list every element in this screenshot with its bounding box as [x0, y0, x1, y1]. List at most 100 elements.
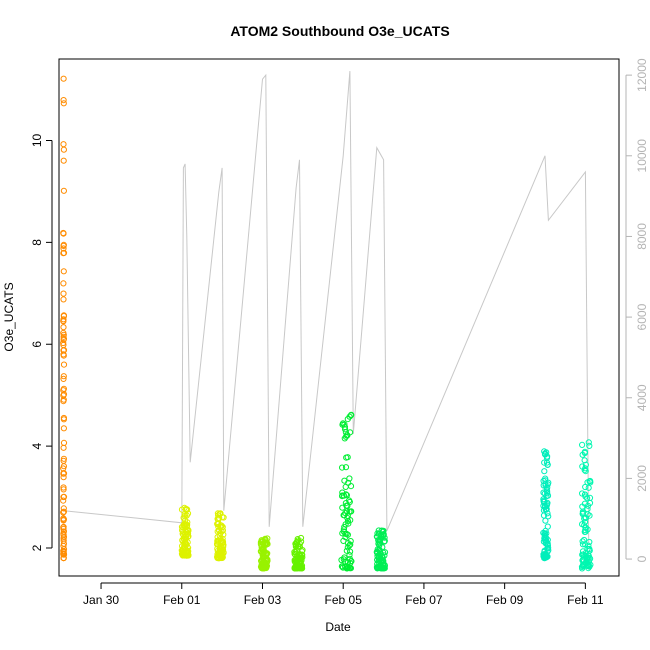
x-tick-label: Feb 05: [325, 593, 363, 607]
data-point: [181, 522, 188, 529]
data-point: [347, 565, 354, 572]
data-point: [60, 329, 67, 337]
data-point: [296, 540, 303, 548]
data-point: [296, 551, 303, 559]
data-point: [346, 552, 353, 559]
data-point: [339, 464, 346, 471]
y-right-tick-label: 6000: [635, 303, 649, 330]
data-point: [339, 530, 346, 537]
data-point: [219, 550, 226, 557]
point-series-2: [178, 504, 192, 559]
data-point: [344, 508, 351, 515]
data-point: [298, 563, 305, 570]
point-series-7: [373, 527, 389, 572]
y-right-tick-label: 10000: [635, 139, 649, 173]
data-point: [60, 100, 67, 107]
axes: Jan 30 Feb 01 Feb 03 Feb 05 Feb 07 Feb 09 Feb …: [30, 58, 649, 607]
data-point: [60, 336, 67, 343]
data-point: [586, 442, 593, 449]
data-point: [346, 555, 353, 563]
data-point: [181, 504, 188, 511]
data-point: [376, 548, 383, 555]
data-point: [581, 491, 589, 498]
data-point: [542, 517, 549, 524]
data-point: [341, 421, 348, 428]
data-point: [296, 543, 303, 550]
data-point: [218, 554, 225, 561]
data-point: [60, 547, 67, 555]
data-point: [347, 483, 355, 490]
x-tick-label: Feb 11: [567, 593, 604, 607]
data-point: [586, 494, 594, 501]
data-point: [60, 268, 67, 275]
data-point: [347, 517, 354, 524]
point-series-6: [338, 411, 355, 572]
data-point: [579, 551, 586, 558]
y-right-tick-label: 0: [635, 555, 649, 562]
data-point: [344, 544, 351, 551]
data-point: [541, 547, 548, 554]
data-point: [541, 451, 549, 458]
data-point: [60, 425, 68, 432]
data-point: [544, 499, 551, 506]
data-point: [541, 530, 548, 537]
data-point: [540, 496, 547, 503]
data-point: [217, 535, 224, 543]
data-point: [181, 511, 188, 518]
data-point: [60, 312, 68, 319]
data-point: [544, 488, 551, 495]
data-point: [544, 510, 551, 517]
data-point: [342, 521, 349, 528]
y-left-tick-label: 6: [30, 341, 44, 348]
data-point: [60, 530, 67, 537]
data-point: [342, 464, 350, 471]
data-point: [339, 492, 346, 499]
data-point: [60, 505, 67, 512]
data-point: [258, 560, 265, 567]
data-point: [60, 508, 68, 515]
data-point: [540, 489, 547, 496]
data-point: [60, 555, 67, 562]
data-point: [60, 361, 68, 368]
data-point: [180, 532, 187, 539]
y-right-tick-label: 2000: [635, 465, 649, 492]
point-series-3: [214, 510, 227, 562]
data-point: [60, 486, 67, 493]
data-point: [343, 502, 350, 509]
data-point: [60, 230, 67, 237]
data-point: [579, 541, 587, 548]
point-series-4: [257, 535, 271, 572]
data-point: [582, 552, 590, 559]
data-point: [340, 528, 347, 535]
data-point: [543, 459, 551, 466]
data-point: [579, 463, 586, 470]
x-tick-label: Feb 07: [405, 593, 443, 607]
x-tick-label: Feb 01: [163, 593, 201, 607]
data-point: [339, 489, 346, 496]
data-point: [259, 565, 266, 572]
point-series-5: [291, 534, 306, 572]
data-point: [579, 451, 586, 458]
data-point: [60, 414, 68, 422]
data-point: [259, 558, 266, 565]
data-point: [293, 538, 300, 546]
data-point: [585, 439, 592, 446]
y-left-tick-label: 8: [30, 239, 44, 246]
data-point: [343, 547, 350, 554]
data-point: [541, 459, 548, 466]
data-point: [60, 439, 68, 446]
data-point: [60, 318, 67, 325]
x-tick-label: Feb 09: [486, 593, 524, 607]
data-point: [375, 555, 382, 562]
data-point: [60, 550, 68, 557]
x-tick-label: Jan 30: [83, 593, 119, 607]
data-point: [379, 528, 386, 536]
data-point: [214, 540, 221, 547]
data-point: [373, 564, 381, 571]
data-point: [183, 522, 191, 529]
data-point: [215, 512, 222, 519]
data-point: [60, 97, 67, 104]
data-point: [60, 523, 67, 531]
data-point: [341, 477, 348, 484]
data-point: [219, 546, 227, 553]
